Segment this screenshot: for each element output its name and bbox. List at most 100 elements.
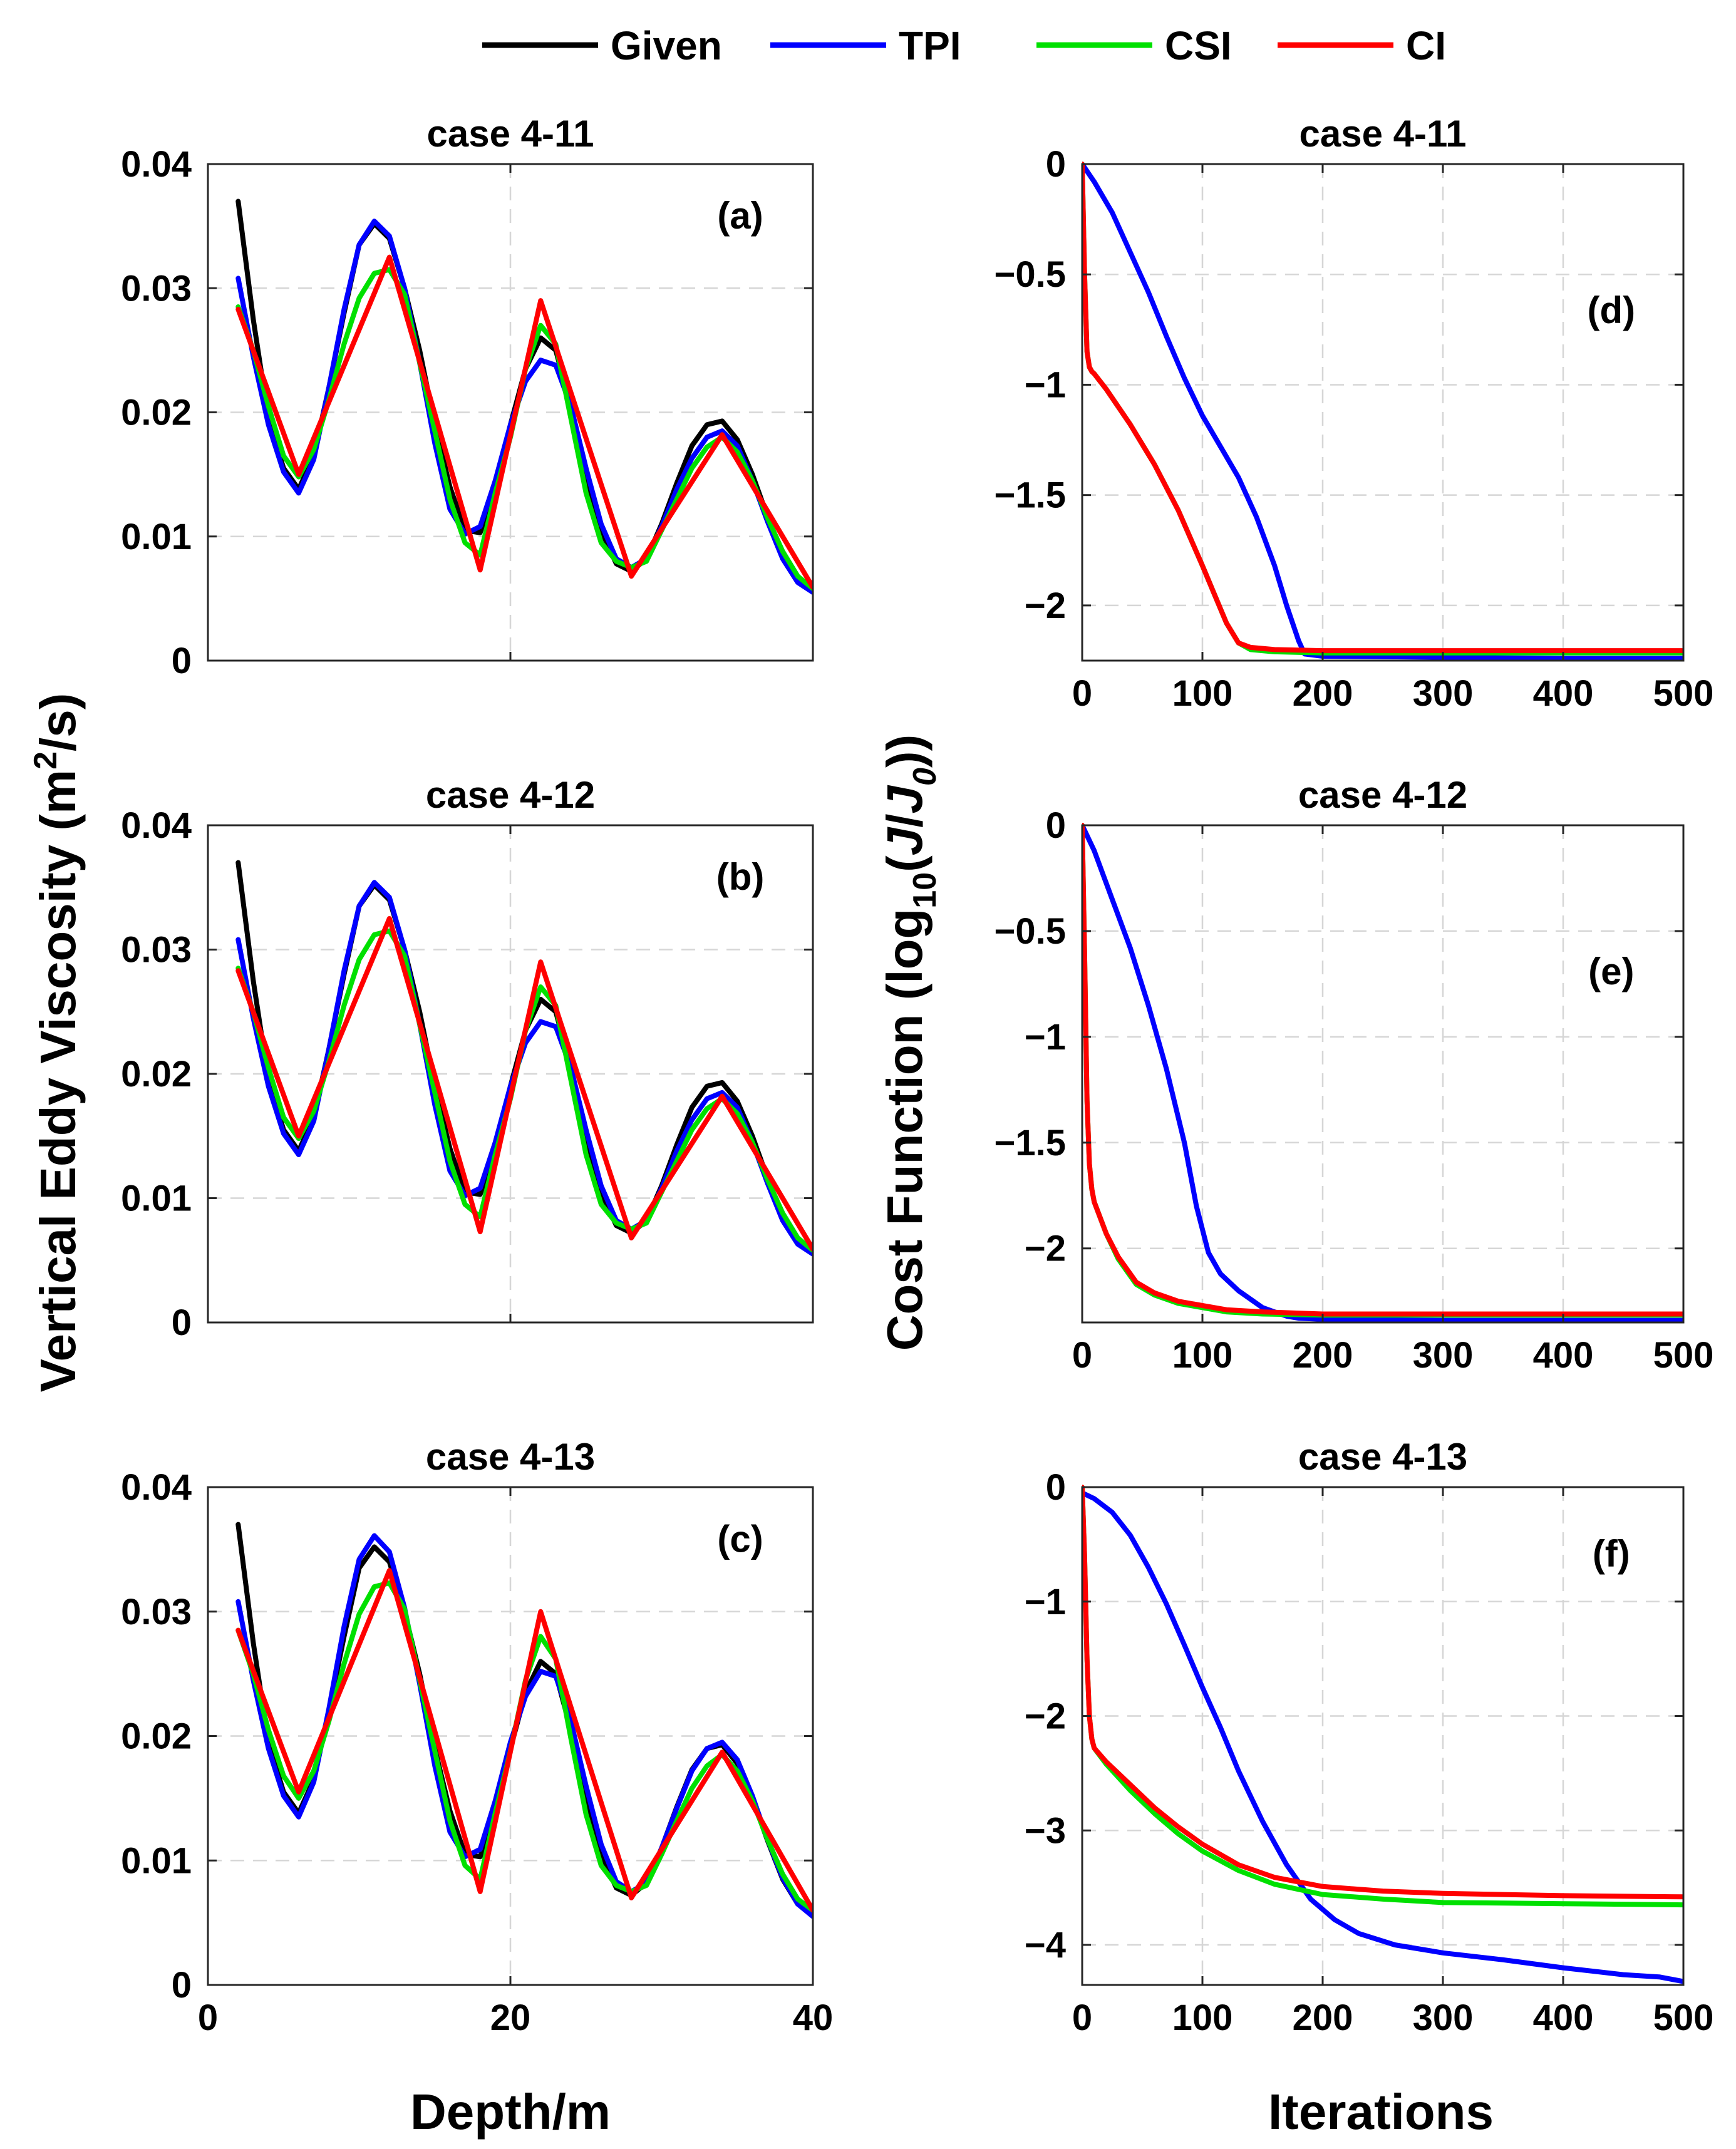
y-tick-label: −1 xyxy=(1025,1017,1066,1058)
series-group xyxy=(235,860,813,1257)
panel-c: 0 20 40 0 0.01 0.02 0.03 0.04 case 4-13 (c) xyxy=(121,1436,833,2038)
y-tick-label: −1.5 xyxy=(995,1123,1067,1163)
y-tick-label: −2 xyxy=(1025,585,1066,626)
x-tick-label: 200 xyxy=(1293,1335,1353,1376)
y-tick-label: −1.5 xyxy=(995,475,1067,516)
axes-frame xyxy=(1081,1486,1685,1986)
panel-title: case 4-11 xyxy=(427,113,594,155)
axes-frame xyxy=(1081,163,1685,662)
y-tick-label: 0.03 xyxy=(121,930,192,971)
series-line-tpi xyxy=(235,1533,813,1919)
plot-area xyxy=(1082,825,1683,1322)
legend-label-given: Given xyxy=(611,23,722,68)
series-line-ci xyxy=(1082,1485,1683,1900)
x-tick-label: 100 xyxy=(1172,1997,1233,2038)
y-tick-label: −2 xyxy=(1025,1696,1066,1737)
y-tick-label: −1 xyxy=(1025,1582,1066,1622)
series-group xyxy=(235,198,813,595)
y-tick-label: 0 xyxy=(172,1965,192,2006)
x-tick-label: 0 xyxy=(1072,673,1092,714)
series-group xyxy=(1082,823,1683,1323)
y-tick-label: −0.5 xyxy=(995,911,1067,952)
panel-d: 0 100 200 300 400 500 −2 −1.5 −1 −0.5 0 case 4-11 (d… xyxy=(995,113,1714,714)
x-tick-label: 100 xyxy=(1172,1335,1233,1376)
legend: Given TPI CSI CI xyxy=(482,23,1446,68)
y-tick-label: 0.03 xyxy=(121,1592,192,1632)
legend-label-tpi: TPI xyxy=(899,23,961,68)
y-tick-label: −4 xyxy=(1025,1925,1066,1966)
x-tick-label: 300 xyxy=(1413,1997,1474,2038)
x-tick-label: 20 xyxy=(490,1997,531,2038)
panel-tag: (a) xyxy=(717,195,763,237)
left-x-axis-label: Depth/m xyxy=(410,2084,611,2140)
x-tick-label: 400 xyxy=(1533,1997,1594,2038)
series-line-tpi xyxy=(235,219,813,595)
y-tick-label: 0.02 xyxy=(121,393,192,433)
y-tick-label: 0.04 xyxy=(121,805,192,846)
x-tick-label: 200 xyxy=(1293,1997,1353,2038)
y-tick-label: −1 xyxy=(1025,364,1066,405)
panel-a: 0 0.01 0.02 0.03 0.04 case 4-11 (a) xyxy=(121,113,814,681)
legend-item-ci: CI xyxy=(1278,23,1446,68)
left-y-axis-label: Vertical Eddy Viscosity (m2/s) xyxy=(28,693,86,1393)
x-tick-label: 300 xyxy=(1413,1335,1474,1376)
panels: 0 0.01 0.02 0.03 0.04 case 4-11 (a) 0 0.01 0.02 0.… xyxy=(121,113,1713,2038)
y-tick-label: 0 xyxy=(1046,805,1066,846)
series-line-ci xyxy=(235,1568,813,1913)
panel-tag: (d) xyxy=(1587,289,1635,331)
plot-area xyxy=(1082,164,1683,661)
x-tick-label: 0 xyxy=(198,1997,218,2038)
right-y-axis-label: Cost Function (log10(J/J0)) xyxy=(877,734,943,1351)
y-tick-label: 0 xyxy=(172,1302,192,1343)
y-tick-label: 0.01 xyxy=(121,1840,192,1881)
series-line-ci xyxy=(1082,823,1683,1317)
y-tick-label: 0 xyxy=(1046,1467,1066,1508)
panel-title: case 4-12 xyxy=(1298,774,1467,816)
panel-e: 0 100 200 300 400 500 −2 −1.5 −1 −0.5 0 case 4-12 (e… xyxy=(995,774,1714,1376)
panel-title: case 4-13 xyxy=(426,1436,595,1478)
y-tick-label: 0.04 xyxy=(121,1467,192,1508)
series-line-ci xyxy=(235,254,813,590)
y-tick-label: 0 xyxy=(1046,144,1066,185)
panel-tag: (e) xyxy=(1588,951,1634,992)
x-tick-label: 100 xyxy=(1172,673,1233,714)
y-tick-label: 0.02 xyxy=(121,1054,192,1095)
panel-tag: (c) xyxy=(717,1518,763,1560)
x-tick-label: 400 xyxy=(1533,1335,1594,1376)
legend-item-tpi: TPI xyxy=(770,23,961,68)
axes-frame xyxy=(1081,824,1685,1324)
legend-item-given: Given xyxy=(482,23,722,68)
series-group xyxy=(1082,1485,1683,1984)
series-group xyxy=(235,1522,813,1919)
right-x-axis-label: Iterations xyxy=(1268,2084,1494,2140)
y-tick-label: −0.5 xyxy=(995,254,1067,295)
y-tick-label: −3 xyxy=(1025,1810,1066,1851)
x-tick-label: 300 xyxy=(1413,673,1474,714)
legend-item-csi: CSI xyxy=(1036,23,1232,68)
x-tick-label: 0 xyxy=(1072,1335,1092,1376)
x-tick-label: 500 xyxy=(1653,673,1714,714)
series-line-ci xyxy=(1082,162,1683,654)
panel-title: case 4-11 xyxy=(1299,113,1467,155)
y-tick-label: 0 xyxy=(172,641,192,681)
y-tick-label: 0.01 xyxy=(121,1178,192,1219)
panel-title: case 4-13 xyxy=(1298,1436,1467,1478)
y-tick-label: −2 xyxy=(1025,1229,1066,1269)
panel-tag: (f) xyxy=(1593,1533,1630,1575)
x-tick-label: 500 xyxy=(1653,1335,1714,1376)
series-line-ci xyxy=(235,915,813,1252)
series-line-tpi xyxy=(1082,1490,1683,1984)
x-tick-label: 200 xyxy=(1293,673,1353,714)
y-tick-label: 0.02 xyxy=(121,1716,192,1757)
x-tick-label: 0 xyxy=(1072,1997,1092,2038)
y-tick-label: 0.01 xyxy=(121,517,192,557)
y-tick-label: 0.03 xyxy=(121,268,192,309)
x-tick-label: 500 xyxy=(1653,1997,1714,2038)
x-tick-label: 400 xyxy=(1533,673,1594,714)
legend-label-csi: CSI xyxy=(1165,23,1232,68)
panel-tag: (b) xyxy=(716,856,765,898)
y-tick-label: 0.04 xyxy=(121,144,192,185)
series-line-tpi xyxy=(235,880,813,1257)
panel-title: case 4-12 xyxy=(426,774,595,816)
